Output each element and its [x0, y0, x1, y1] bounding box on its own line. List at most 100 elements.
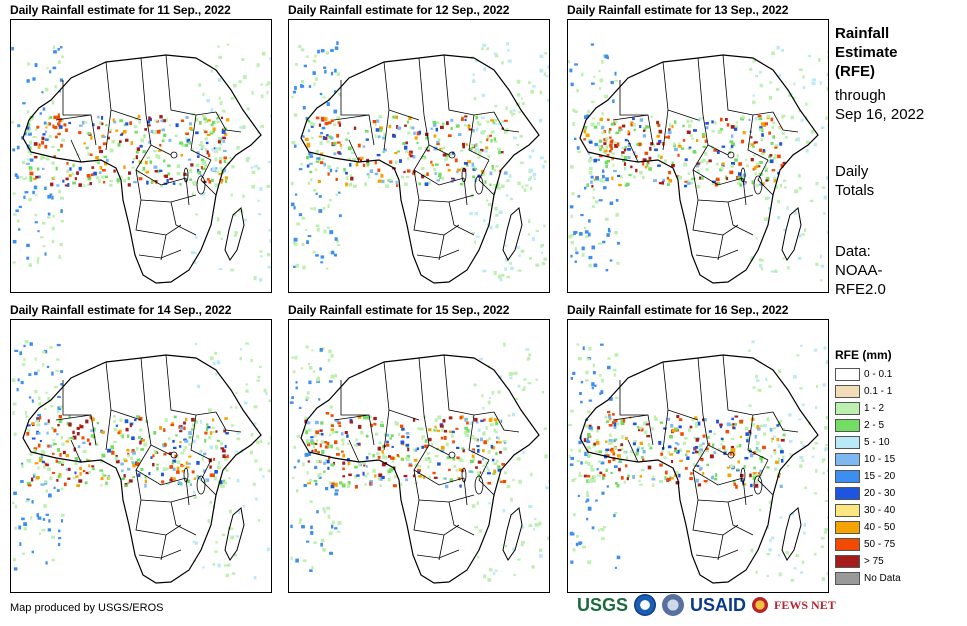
africa-coastline	[22, 354, 262, 584]
country-border	[135, 199, 182, 236]
rainfall-pixels	[290, 41, 549, 282]
legend-row: No Data	[835, 570, 901, 587]
country-border	[662, 409, 669, 451]
usaid-logo: USAID	[690, 594, 747, 615]
legend-title: RFE (mm)	[835, 348, 892, 362]
agency-logos: USGS USAID FEWS NET	[577, 594, 836, 616]
country-border	[160, 534, 167, 561]
legend-row: 5 - 10	[835, 434, 901, 451]
rainfall-map[interactable]	[288, 19, 550, 293]
panel-title: Daily Rainfall estimate for 16 Sep., 202…	[567, 303, 789, 317]
country-border	[717, 234, 724, 261]
country-border	[438, 534, 445, 561]
country-border	[170, 201, 197, 236]
country-border	[140, 357, 147, 416]
usgs-logo: USGS	[577, 594, 629, 615]
country-border	[105, 409, 112, 451]
legend-label: No Data	[864, 573, 901, 584]
country-border	[627, 439, 639, 463]
legend-label: 5 - 10	[864, 437, 890, 448]
country-border	[619, 80, 654, 146]
rainfall-map[interactable]	[10, 19, 272, 293]
country-border	[413, 469, 475, 503]
legend-row: 30 - 40	[835, 502, 901, 519]
country-border	[612, 414, 649, 421]
totals-line: Totals	[835, 182, 875, 199]
data-line: NOAA-	[835, 262, 883, 279]
data-line: Data:	[835, 243, 871, 260]
lake-outline	[183, 167, 189, 183]
country-border	[742, 477, 747, 506]
rainfall-map[interactable]	[567, 19, 829, 293]
country-border	[493, 111, 520, 133]
country-border	[348, 439, 360, 463]
panel-title: Daily Rainfall estimate for 14 Sep., 202…	[10, 303, 232, 317]
noaa-logo-icon	[634, 594, 657, 616]
country-border	[697, 57, 704, 116]
country-border	[200, 159, 217, 196]
country-border	[333, 114, 370, 121]
country-border	[413, 144, 465, 186]
country-border	[717, 534, 724, 561]
country-border	[692, 169, 754, 203]
lake-outline	[448, 151, 456, 159]
panel-title: Daily Rainfall estimate for 13 Sep., 202…	[567, 3, 789, 17]
country-border	[348, 139, 360, 163]
country-border	[443, 54, 495, 116]
lake-outline	[727, 151, 735, 159]
country-border	[165, 354, 217, 416]
country-border	[70, 439, 82, 463]
lake-outline	[448, 451, 456, 459]
legend-row: 2 - 5	[835, 417, 901, 434]
country-border	[772, 411, 799, 433]
country-border	[662, 361, 699, 421]
country-border	[463, 477, 468, 506]
country-border	[190, 414, 212, 461]
rainfall-map[interactable]	[567, 319, 829, 593]
rainfall-pixels	[11, 43, 271, 282]
legend-label: 0 - 0.1	[864, 369, 893, 380]
legend-row: 0.1 - 1	[835, 383, 901, 400]
africa-map-svg	[11, 43, 271, 284]
country-border	[165, 54, 217, 116]
lake-outline	[740, 467, 746, 483]
country-border	[448, 201, 475, 236]
madagascar-outline	[502, 207, 523, 261]
panel-title: Daily Rainfall estimate for 11 Sep., 202…	[10, 3, 231, 17]
legend-row: 40 - 50	[835, 519, 901, 536]
nasa-seal-icon	[662, 594, 685, 616]
country-border	[340, 80, 375, 146]
country-border	[619, 380, 654, 446]
country-border	[416, 549, 460, 559]
country-border	[413, 444, 465, 486]
legend-swatch	[835, 521, 860, 534]
through-label: through	[835, 87, 886, 104]
country-border	[185, 477, 190, 506]
lake-outline	[753, 475, 763, 495]
country-border	[135, 444, 187, 486]
legend-label: 15 - 20	[864, 471, 896, 482]
country-border	[135, 499, 182, 536]
country-border	[383, 109, 390, 151]
legend-row: 10 - 15	[835, 451, 901, 468]
country-border	[105, 61, 142, 121]
legend-label: 50 - 75	[864, 539, 896, 550]
rainfall-map[interactable]	[288, 319, 550, 593]
country-border	[62, 380, 97, 446]
country-border	[627, 139, 639, 163]
country-border	[692, 499, 739, 536]
legend-swatch	[835, 538, 860, 551]
rainfall-legend: RFE (mm) 0 - 0.1 0.1 - 1 1 - 2 2 - 5 5 - 10 1…	[835, 348, 901, 587]
legend-swatch	[835, 487, 860, 500]
country-border	[135, 169, 197, 203]
country-border	[135, 144, 187, 186]
country-border	[215, 111, 242, 133]
legend-row: 0 - 0.1	[835, 366, 901, 383]
legend-swatch	[835, 572, 860, 585]
rainfall-map[interactable]	[10, 319, 272, 593]
country-border	[138, 549, 182, 559]
country-border	[418, 357, 425, 416]
africa-map-svg	[289, 342, 549, 584]
country-border	[468, 114, 490, 161]
legend-swatch	[835, 504, 860, 517]
